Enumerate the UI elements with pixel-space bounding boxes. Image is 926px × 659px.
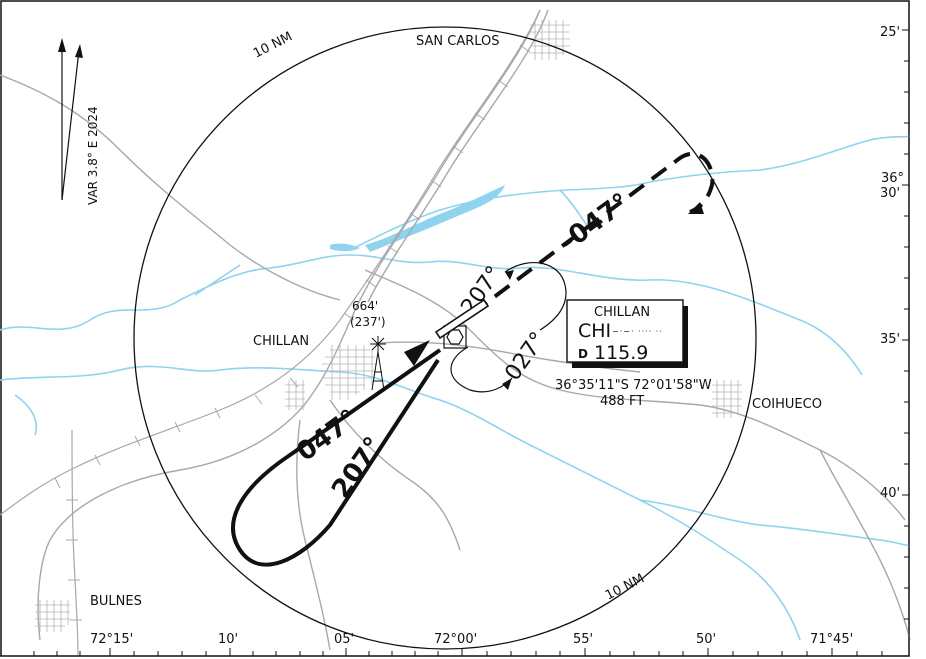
runway-icon	[434, 298, 490, 340]
lon-label-72-15: 72°15'	[90, 632, 133, 647]
ring-label-top: 10 NM	[251, 29, 295, 61]
town-label-coihueco: COIHUECO	[752, 397, 822, 412]
navaid-elevation: 488 FT	[600, 394, 644, 409]
navaid-dme-prefix: D	[578, 347, 588, 361]
navaid-morse: −·−· ···· ··	[612, 327, 663, 336]
obstacle-elevation: 664'	[352, 299, 378, 313]
hold-outbound-label: 027°	[500, 328, 551, 386]
navaid-ident: CHI	[578, 320, 611, 342]
navaid-frequency: 115.9	[594, 342, 648, 364]
town-label-chillan: CHILLAN	[253, 334, 309, 349]
holding-pattern	[450, 262, 567, 393]
town-grids	[35, 20, 742, 632]
ring-label-bottom: 10 NM	[603, 571, 647, 603]
lat-label-36-deg: 36°	[881, 171, 904, 186]
procedure-track	[231, 340, 442, 567]
town-label-san-carlos: SAN CARLOS	[416, 34, 500, 49]
latitude-scale	[902, 20, 910, 640]
navaid-coordinates: 36°35'11"S 72°01'58"W	[555, 378, 712, 393]
railway	[0, 9, 541, 656]
lat-label-40: 40'	[880, 486, 900, 501]
obstacle-height: (237')	[350, 315, 386, 329]
magnetic-variation-label: VAR 3.8° E 2024	[86, 106, 100, 205]
longitude-scale	[0, 648, 909, 657]
obstacle-tower-icon	[370, 336, 386, 391]
rivers	[0, 135, 911, 641]
lat-label-30: 30'	[880, 186, 900, 201]
lat-label-35: 35'	[880, 332, 900, 347]
navaid-name: CHILLAN	[594, 305, 650, 320]
lon-label-72-00: 72°00'	[434, 632, 477, 647]
ten-nm-ring	[133, 26, 757, 650]
lon-label-50: 50'	[696, 632, 716, 647]
lat-label-25: 25'	[880, 25, 900, 40]
town-label-bulnes: BULNES	[90, 594, 142, 609]
navaid-box	[566, 299, 688, 368]
lon-label-71-45: 71°45'	[810, 632, 853, 647]
lon-label-10: 10'	[218, 632, 238, 647]
lon-label-55: 55'	[573, 632, 593, 647]
missed-approach-track	[448, 151, 715, 332]
lon-label-05: 05'	[334, 632, 354, 647]
north-arrows	[58, 38, 83, 201]
